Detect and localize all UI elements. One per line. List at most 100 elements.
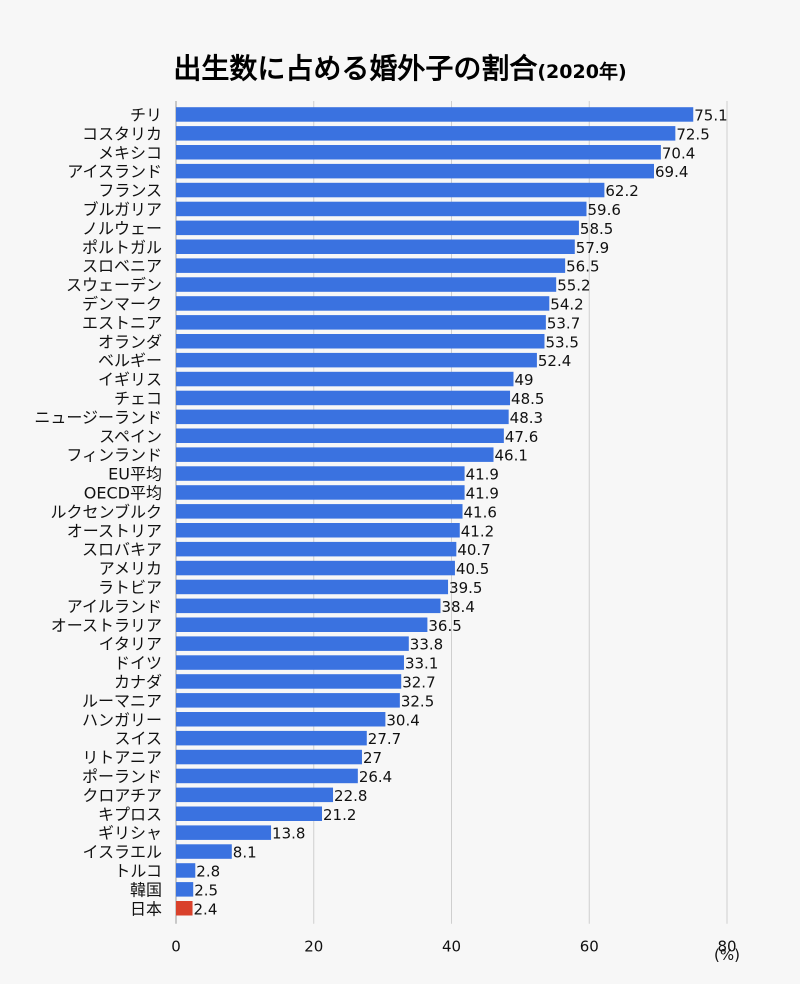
- value-label: 41.9: [466, 484, 499, 502]
- category-label: オーストリア: [67, 521, 162, 540]
- category-label: スロベニア: [82, 257, 162, 276]
- category-label: オーストラリア: [51, 616, 162, 635]
- value-label: 39.5: [449, 579, 482, 597]
- value-label: 48.5: [511, 390, 544, 408]
- category-label: メキシコ: [98, 143, 162, 162]
- bar: [176, 806, 323, 821]
- category-label: アメリカ: [99, 559, 162, 578]
- value-label: 40.5: [456, 560, 489, 578]
- category-label: オランダ: [98, 332, 162, 351]
- value-label: 62.2: [605, 182, 638, 200]
- bar: [176, 693, 400, 708]
- bar: [176, 636, 409, 651]
- bar: [176, 220, 579, 236]
- category-labels: チリコスタリカメキシコアイスランドフランスブルガリアノルウェーポルトガルスロベニ…: [34, 105, 162, 918]
- value-label: 58.5: [580, 220, 613, 238]
- bar: [176, 126, 676, 141]
- bar: [176, 674, 402, 689]
- chart-title-main: 出生数に占める婚外子の割合: [173, 52, 538, 85]
- category-label: アイルランド: [67, 597, 162, 616]
- category-label: ラトビア: [98, 578, 162, 597]
- value-label: 40.7: [457, 541, 490, 559]
- bar: [176, 844, 232, 859]
- value-label: 21.2: [323, 806, 356, 824]
- value-label: 47.6: [505, 428, 538, 446]
- bar: [176, 768, 358, 784]
- category-label: フィンランド: [66, 446, 162, 465]
- category-label: ポルトガル: [82, 238, 162, 257]
- value-label: 41.6: [464, 503, 497, 521]
- value-label: 70.4: [662, 144, 695, 162]
- value-label: 26.4: [359, 768, 392, 786]
- value-label: 2.8: [196, 862, 220, 880]
- category-label: コスタリカ: [82, 124, 162, 143]
- x-tick-label: 80: [717, 938, 736, 956]
- x-tick-label: 60: [580, 938, 599, 956]
- category-label: スイス: [114, 729, 162, 748]
- category-label: キプロス: [98, 805, 162, 824]
- category-label: イタリア: [99, 635, 162, 654]
- bar: [176, 882, 194, 897]
- bar: [176, 371, 514, 387]
- category-label: ポーランド: [82, 767, 162, 786]
- bar: [176, 541, 457, 557]
- value-label: 2.4: [194, 900, 218, 918]
- x-tick-label: 20: [304, 938, 323, 956]
- value-label: 49: [514, 371, 533, 389]
- bar: [176, 315, 546, 330]
- category-label: チェコ: [114, 389, 162, 408]
- x-tick-label: 40: [442, 938, 461, 956]
- bar: [176, 409, 509, 425]
- value-label: 27.7: [368, 730, 401, 748]
- value-label: 57.9: [576, 239, 609, 257]
- value-label: 33.1: [405, 655, 438, 673]
- value-label: 55.2: [557, 277, 590, 295]
- category-label: イギリス: [98, 370, 162, 389]
- category-label: スロバキア: [82, 540, 162, 559]
- x-tick-label: 0: [171, 938, 181, 956]
- chart-title: 出生数に占める婚外子の割合(2020年): [173, 52, 626, 85]
- category-label: クロアチア: [82, 786, 162, 805]
- category-label: EU平均: [108, 465, 162, 484]
- category-label: ニュージーランド: [34, 408, 162, 427]
- bar: [176, 485, 465, 500]
- bar: [176, 523, 460, 538]
- category-label: デンマーク: [82, 294, 162, 313]
- bar: [176, 825, 272, 840]
- bar: [176, 787, 334, 803]
- bar: [176, 863, 196, 878]
- category-label: ハンガリー: [82, 710, 162, 729]
- category-label: スペイン: [99, 427, 162, 446]
- bar: [176, 466, 465, 481]
- unit-label: (%): [714, 946, 740, 964]
- value-label: 53.5: [545, 333, 578, 351]
- bar: [176, 352, 537, 368]
- bar: [176, 239, 575, 254]
- category-label: OECD平均: [84, 483, 162, 502]
- value-labels: 75.172.570.469.4 62.259.658.557.956.555.2…: [194, 106, 728, 918]
- category-label: ノルウェー: [82, 219, 162, 238]
- chart-title-year: (2020年): [537, 60, 626, 83]
- category-label: トルコ: [114, 861, 162, 880]
- bar: [176, 598, 441, 614]
- bar: [176, 296, 550, 311]
- category-label: 韓国: [130, 880, 162, 899]
- value-label: 36.5: [428, 617, 461, 635]
- value-label: 41.2: [461, 522, 494, 540]
- value-label: 32.5: [401, 692, 434, 710]
- category-label: ベルギー: [98, 351, 162, 370]
- category-label: ルーマニア: [82, 691, 162, 710]
- bar: [176, 504, 463, 519]
- value-label: 8.1: [233, 844, 257, 862]
- category-label: エストニア: [82, 313, 162, 332]
- bars: [176, 107, 694, 916]
- category-label: ドイツ: [114, 654, 162, 673]
- value-label: 27: [363, 749, 382, 767]
- bar: [176, 579, 449, 595]
- bar: [176, 163, 654, 179]
- value-label: 53.7: [547, 314, 580, 332]
- category-label: フランス: [98, 181, 162, 200]
- bar: [176, 447, 494, 462]
- bar: [176, 107, 694, 122]
